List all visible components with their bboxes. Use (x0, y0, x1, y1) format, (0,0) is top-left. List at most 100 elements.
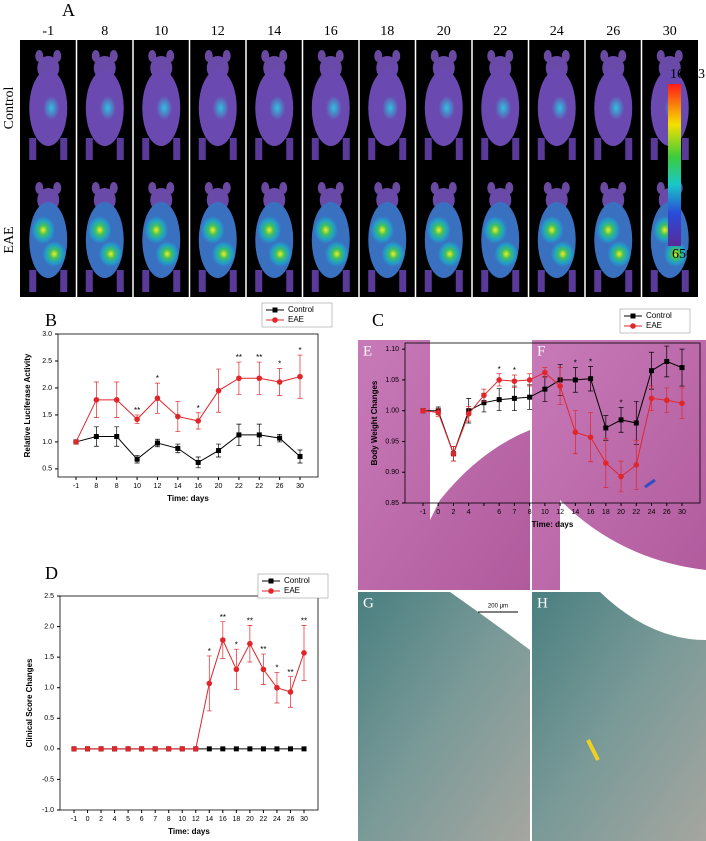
data-point (633, 462, 640, 468)
y-axis-label: Body Weight Changes (370, 380, 379, 465)
data-point (216, 448, 222, 454)
data-point (481, 392, 487, 399)
data-point (236, 432, 242, 438)
data-point (220, 637, 226, 643)
data-point (618, 473, 624, 480)
data-point (236, 375, 242, 382)
x-tick-label: 5 (126, 816, 130, 823)
legend-label: Control (646, 311, 672, 320)
data-point (138, 746, 145, 752)
significance-label: * (275, 664, 278, 673)
signal (551, 96, 568, 120)
data-point (587, 434, 594, 440)
signal (382, 96, 399, 120)
data-point (73, 439, 79, 445)
mouse-leg (342, 138, 350, 160)
data-point (649, 368, 655, 374)
y-tick-label: 1.05 (385, 377, 399, 384)
x-tick-label: 4 (113, 816, 117, 823)
mouse-leg (286, 270, 294, 292)
x-tick-label: 22 (260, 816, 268, 823)
x-tick-label: 30 (296, 483, 304, 490)
data-point (496, 377, 502, 383)
x-tick-label: 22 (632, 509, 640, 516)
mouse-leg (625, 270, 633, 292)
signal (426, 216, 451, 244)
x-tick-label: -1 (420, 509, 426, 516)
x-axis-label: Time: days (167, 494, 209, 503)
series-line (422, 371, 683, 478)
y-tick-label: 1.5 (42, 412, 52, 419)
panel-label: C (372, 310, 384, 330)
day-label: 24 (550, 24, 564, 39)
legend-label: EAE (288, 315, 304, 324)
significance-label: * (156, 374, 159, 383)
data-point (165, 746, 172, 752)
histology-image (358, 592, 530, 841)
histology-panel: 200 μm E F G H (358, 340, 706, 841)
data-point (175, 445, 181, 451)
data-point (618, 417, 624, 423)
mouse-leg (173, 138, 181, 160)
data-point (511, 395, 517, 401)
x-tick-label: 6 (497, 509, 501, 516)
day-label: 8 (101, 24, 108, 39)
x-tick-label: 4 (467, 509, 471, 516)
data-point (511, 378, 518, 384)
day-label: 26 (606, 24, 620, 39)
mouse-leg (481, 270, 489, 292)
data-point (220, 746, 226, 752)
data-point (111, 746, 118, 752)
day-label: 22 (493, 24, 507, 39)
y-tick-label: 1.00 (385, 408, 399, 415)
data-point (233, 746, 239, 752)
data-point (465, 410, 472, 417)
data-point (175, 413, 181, 420)
mouse-leg (650, 138, 658, 160)
significance-label: ** (236, 353, 242, 362)
data-point (256, 432, 262, 438)
data-point (301, 746, 307, 752)
mouse-leg (198, 138, 206, 160)
data-point (435, 409, 442, 416)
x-tick-label: -1 (71, 816, 77, 823)
plot-frame (57, 333, 319, 478)
mouse-leg (568, 270, 576, 292)
x-tick-label: 30 (300, 816, 308, 823)
y-tick-label: 0.95 (385, 438, 399, 445)
panel-label: H (537, 595, 548, 611)
x-tick-label: 22 (255, 483, 263, 490)
data-point (450, 450, 457, 457)
x-tick-label: 14 (571, 509, 579, 516)
row-label: Control (2, 87, 17, 130)
mouse-leg (399, 138, 407, 160)
data-point (93, 434, 99, 440)
mouse-leg (142, 138, 150, 160)
signal (607, 241, 632, 267)
mouse-leg (142, 270, 150, 292)
y-tick-label: -1.0 (42, 807, 54, 814)
x-tick-label: -1 (73, 483, 79, 490)
mouse-leg (424, 138, 432, 160)
y-axis-label: Relative Luciferase Activity (23, 353, 32, 457)
significance-label: * (498, 365, 501, 374)
mouse-leg (594, 270, 602, 292)
mouse-leg (512, 138, 520, 160)
signal (43, 96, 60, 120)
significance-label: * (619, 399, 622, 408)
legend-box (619, 308, 691, 334)
panel-label: D (45, 563, 58, 583)
significance-label: ** (134, 406, 140, 415)
panel-label: G (363, 595, 374, 611)
legend-marker (630, 323, 636, 329)
x-tick-label: 30 (678, 509, 686, 516)
data-point (633, 420, 639, 426)
significance-label: * (208, 647, 211, 656)
data-point (192, 746, 199, 752)
day-label: 10 (154, 24, 168, 39)
x-tick-label: 0 (86, 816, 90, 823)
signal (494, 241, 519, 267)
y-tick-label: 0.85 (385, 500, 399, 507)
data-point (663, 397, 670, 404)
mouse-leg (455, 138, 463, 160)
